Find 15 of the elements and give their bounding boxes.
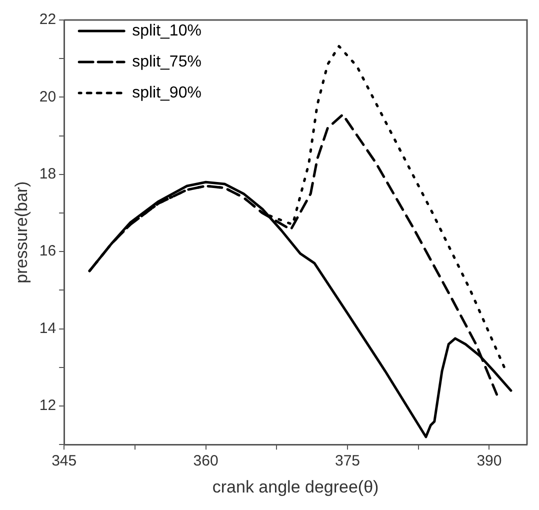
legend-label: split_75% [132, 53, 202, 70]
x-axis-title: crank angle degree(θ) [212, 477, 379, 496]
y-tick-label: 20 [39, 88, 56, 106]
x-tick-label: 390 [476, 452, 502, 470]
legend-label: split_10% [132, 22, 202, 40]
y-tick-label: 16 [39, 242, 56, 260]
x-tick-label: 375 [334, 452, 360, 470]
y-tick-label: 14 [39, 320, 56, 337]
y-tick-label: 12 [39, 397, 56, 414]
y-tick-label: 22 [39, 11, 56, 28]
x-tick-label: 345 [52, 452, 77, 470]
y-tick-label: 18 [39, 166, 56, 183]
legend-label: split_90% [132, 84, 202, 102]
y-axis-title: pressure(bar) [12, 181, 31, 284]
x-tick-label: 360 [193, 452, 218, 470]
